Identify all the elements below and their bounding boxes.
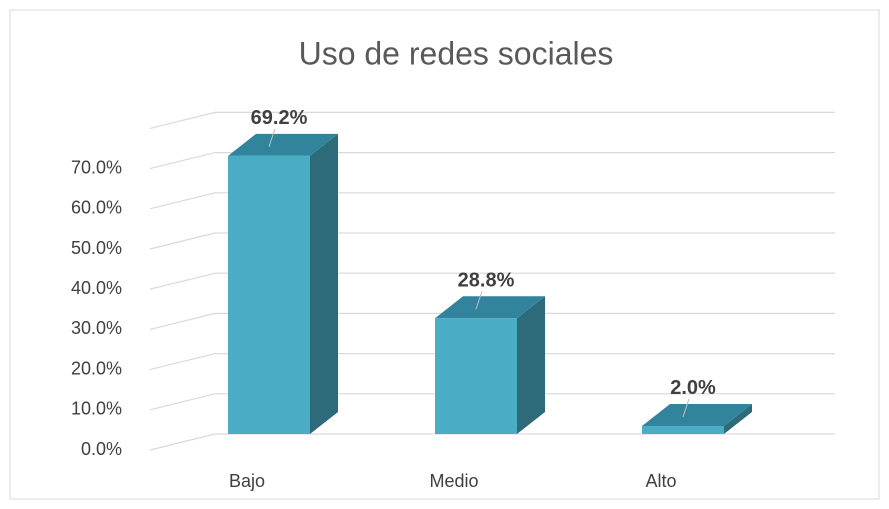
bar-top <box>435 296 545 319</box>
y-tick-label: 30.0% <box>71 318 122 338</box>
y-tick-label: 60.0% <box>71 198 122 218</box>
y-tick-label: 10.0% <box>71 399 122 419</box>
data-label: 69.2% <box>251 107 308 129</box>
data-label: 2.0% <box>670 377 716 399</box>
grid-line <box>149 272 835 290</box>
bar-top <box>642 403 752 426</box>
grid-line <box>149 111 835 129</box>
grid-line <box>149 312 835 330</box>
leader-line <box>475 291 483 310</box>
grid-line <box>149 232 835 250</box>
bar-side <box>517 296 545 434</box>
bar <box>228 155 310 435</box>
bar-side <box>724 403 752 434</box>
bar <box>435 318 517 434</box>
data-label: 28.8% <box>458 270 515 292</box>
grid-line <box>149 192 835 210</box>
grid-line <box>149 393 835 411</box>
grid-line <box>149 152 835 170</box>
y-tick-label: 20.0% <box>71 358 122 378</box>
chart-title: Uso de redes sociales <box>299 35 614 71</box>
bar-top <box>228 133 338 156</box>
y-tick-label: 50.0% <box>71 238 122 258</box>
x-tick-label: Alto <box>645 471 676 491</box>
leader-line <box>268 128 276 147</box>
y-tick-label: 40.0% <box>71 278 122 298</box>
bar <box>642 425 724 434</box>
y-tick-label: 0.0% <box>81 439 122 459</box>
x-tick-label: Medio <box>429 471 478 491</box>
y-tick-label: 70.0% <box>71 157 122 177</box>
grid-line <box>149 353 835 371</box>
grid-line <box>149 433 835 451</box>
x-tick-label: Bajo <box>229 471 265 491</box>
bar-side <box>310 133 338 435</box>
leader-line <box>682 398 690 418</box>
